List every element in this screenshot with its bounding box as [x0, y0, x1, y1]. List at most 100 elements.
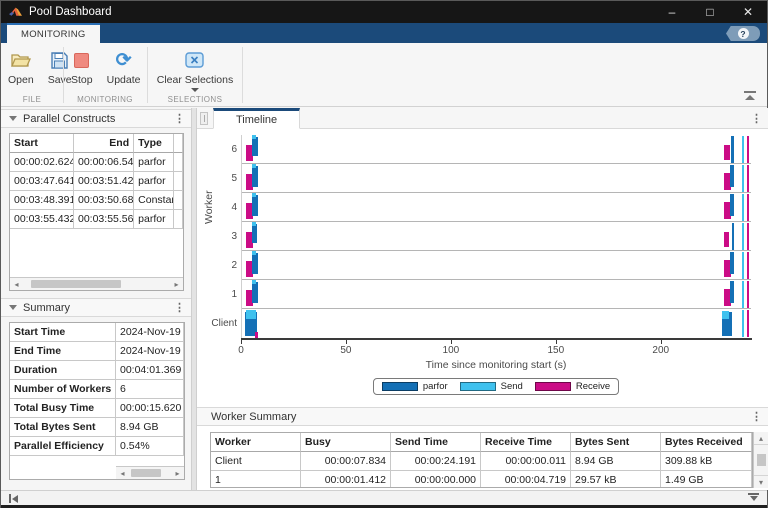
receive-bar[interactable]	[724, 232, 729, 247]
collapse-left-panel-button[interactable]	[9, 494, 18, 503]
scroll-down-icon[interactable]: ▾	[754, 475, 768, 488]
table-row[interactable]: 00:03:47.64100:03:51.424parfor	[10, 172, 183, 191]
panel-menu-icon[interactable]: ⋮	[751, 410, 762, 423]
parallel-constructs-hscrollbar[interactable]: ◂ ▸	[10, 277, 183, 290]
table-cell: parfor	[134, 172, 174, 191]
summary-label: Number of Workers	[10, 380, 116, 399]
table-row[interactable]: 00:00:02.62400:00:06.546parfor	[10, 153, 183, 172]
column-header[interactable]: End	[74, 134, 134, 153]
column-header[interactable]: Worker	[211, 433, 301, 452]
parfor-bar[interactable]	[732, 223, 734, 250]
worker-band-6: 6	[242, 135, 751, 164]
receive-bar[interactable]	[724, 145, 730, 160]
tab-monitoring[interactable]: MONITORING	[7, 23, 100, 43]
scroll-right-icon[interactable]: ▸	[171, 467, 184, 479]
timeline-plot-area[interactable]: 654321Client	[241, 135, 751, 338]
parfor-bar[interactable]	[252, 166, 258, 187]
open-button[interactable]: Open	[1, 47, 41, 88]
send-bar[interactable]	[252, 280, 256, 284]
send-bar[interactable]	[742, 194, 744, 221]
receive-bar[interactable]	[747, 194, 749, 221]
worker-band-3: 3	[242, 222, 751, 251]
column-header[interactable]: Send Time	[391, 433, 481, 452]
table-cell: 00:03:55.432	[10, 210, 74, 229]
drag-handle-icon[interactable]	[200, 112, 208, 125]
column-header[interactable]: Type	[134, 134, 174, 153]
panel-menu-icon[interactable]: ⋮	[174, 301, 185, 314]
table-row[interactable]: 00:03:48.39100:03:50.689Constant	[10, 191, 183, 210]
receive-bar[interactable]	[747, 165, 749, 192]
legend-item-receive: Receive	[535, 381, 610, 392]
receive-bar[interactable]	[747, 310, 749, 337]
summary-row: Total Bytes Sent8.94 GB	[10, 418, 184, 437]
timeline-tabbar: Timeline ⋮	[197, 108, 768, 129]
send-bar[interactable]	[742, 310, 744, 337]
send-bar[interactable]	[742, 223, 744, 250]
worker-summary-vscrollbar[interactable]: ▴ ▾	[753, 432, 768, 488]
collapse-ribbon-button[interactable]	[743, 91, 757, 100]
tab-timeline[interactable]: Timeline	[213, 108, 300, 129]
summary-header[interactable]: Summary ⋮	[1, 298, 191, 317]
minimize-button[interactable]: –	[653, 1, 691, 23]
parfor-bar[interactable]	[731, 136, 733, 163]
column-header[interactable]: Bytes Sent	[571, 433, 661, 452]
parfor-bar[interactable]	[252, 282, 258, 303]
scroll-left-icon[interactable]: ◂	[10, 278, 23, 290]
parfor-bar[interactable]	[252, 137, 257, 156]
table-cell: 00:00:02.624	[10, 153, 74, 172]
table-row[interactable]: 00:03:55.43200:03:55.561parfor	[10, 210, 183, 229]
column-header[interactable]: Receive Time	[481, 433, 571, 452]
parfor-bar[interactable]	[252, 195, 258, 216]
receive-bar[interactable]	[747, 136, 749, 163]
parallel-constructs-header[interactable]: Parallel Constructs ⋮	[1, 109, 191, 128]
help-button[interactable]: ?	[726, 26, 760, 41]
parfor-bar[interactable]	[730, 194, 734, 217]
column-header[interactable]: Busy	[301, 433, 391, 452]
parfor-bar[interactable]	[730, 252, 734, 275]
stop-button[interactable]: Stop	[64, 47, 100, 88]
parfor-bar[interactable]	[252, 253, 258, 274]
send-bar[interactable]	[252, 222, 256, 226]
table-cell	[174, 191, 183, 210]
column-header[interactable]: Bytes Received	[661, 433, 752, 452]
scroll-right-icon[interactable]: ▸	[170, 278, 183, 290]
left-panel-column: Parallel Constructs ⋮ ◂ ▸ StartEndType00…	[1, 108, 191, 490]
parfor-bar[interactable]	[730, 281, 734, 304]
clear-selections-button[interactable]: Clear Selections	[150, 47, 240, 94]
close-button[interactable]: ✕	[729, 1, 767, 23]
send-bar[interactable]	[252, 164, 256, 168]
send-bar[interactable]	[742, 136, 744, 163]
send-bar[interactable]	[252, 251, 256, 255]
receive-bar[interactable]	[747, 223, 749, 250]
legend-swatch-icon	[460, 382, 496, 391]
send-bar[interactable]	[722, 311, 729, 319]
worker-summary-header[interactable]: Worker Summary ⋮	[197, 407, 768, 426]
send-bar[interactable]	[742, 281, 744, 308]
maximize-button[interactable]: □	[691, 1, 729, 23]
scroll-left-icon[interactable]: ◂	[116, 467, 129, 479]
receive-bar[interactable]	[747, 281, 749, 308]
scroll-up-icon[interactable]: ▴	[754, 432, 768, 445]
receive-bar[interactable]	[747, 252, 749, 279]
send-bar[interactable]	[742, 252, 744, 279]
column-header[interactable]: Start	[10, 134, 74, 153]
legend-swatch-icon	[382, 382, 418, 391]
send-bar[interactable]	[742, 165, 744, 192]
column-header[interactable]	[174, 134, 183, 153]
summary-label: Duration	[10, 361, 116, 380]
parfor-bar[interactable]	[252, 224, 257, 244]
table-cell: 1.49 GB	[661, 471, 752, 488]
x-tick-label: 50	[340, 345, 351, 356]
collapse-bottom-panel-button[interactable]	[748, 493, 759, 501]
table-row[interactable]: Client00:00:07.83400:00:24.19100:00:00.0…	[211, 452, 752, 471]
send-bar[interactable]	[246, 310, 256, 319]
send-bar[interactable]	[252, 135, 256, 139]
panel-menu-icon[interactable]: ⋮	[174, 112, 185, 125]
update-button[interactable]: ⟳ Update	[100, 47, 148, 88]
send-bar[interactable]	[252, 193, 256, 197]
summary-hscrollbar[interactable]: ◂ ▸	[116, 466, 184, 479]
panel-menu-icon[interactable]: ⋮	[751, 112, 762, 125]
table-row[interactable]: 100:00:01.41200:00:00.00000:00:04.71929.…	[211, 471, 752, 488]
parfor-bar[interactable]	[730, 165, 734, 188]
toolbar-group-file: Open Save FILE	[1, 43, 63, 107]
